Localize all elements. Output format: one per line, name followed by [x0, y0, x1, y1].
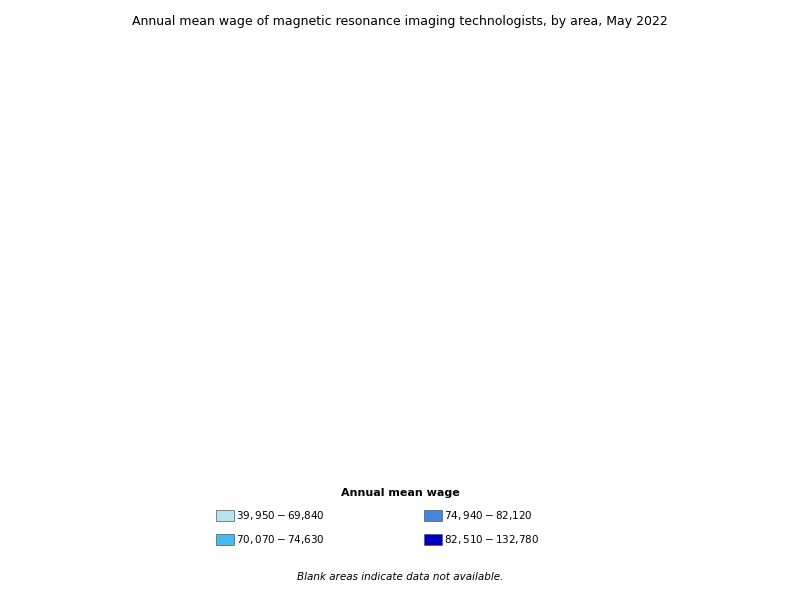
Text: $70,070 - $74,630: $70,070 - $74,630 [236, 533, 325, 546]
Text: $74,940 - $82,120: $74,940 - $82,120 [444, 509, 533, 522]
Text: Blank areas indicate data not available.: Blank areas indicate data not available. [297, 572, 503, 582]
Title: Annual mean wage of magnetic resonance imaging technologists, by area, May 2022: Annual mean wage of magnetic resonance i… [132, 15, 668, 28]
Text: $39,950 - $69,840: $39,950 - $69,840 [236, 509, 325, 522]
Text: Annual mean wage: Annual mean wage [341, 488, 459, 498]
Text: $82,510 - $132,780: $82,510 - $132,780 [444, 533, 539, 546]
